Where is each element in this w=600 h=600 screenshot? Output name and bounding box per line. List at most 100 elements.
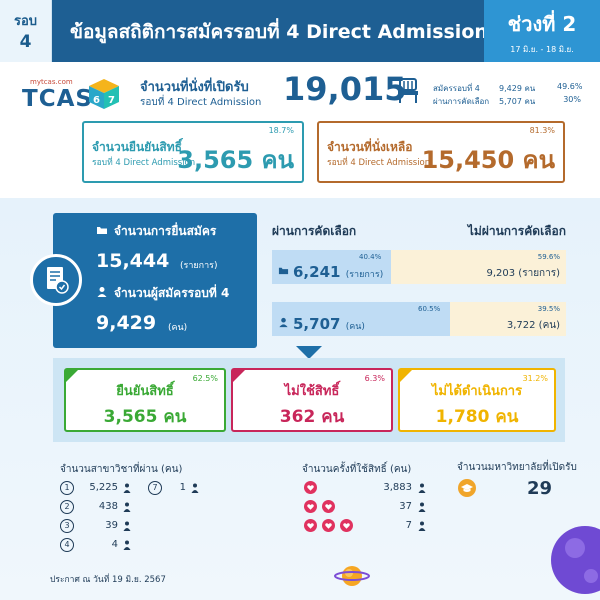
person-icon <box>418 483 426 493</box>
remaining-value: 15,450 คน <box>421 146 555 174</box>
applicants-label: จำนวนผู้สมัครรอบที่ 4 <box>114 286 230 300</box>
result-label: ไม่ได้ดำเนินการ <box>431 384 523 399</box>
universities-title: จำนวนมหาวิทยาลัยที่เปิดรับ <box>457 462 577 473</box>
folder-icon <box>278 267 289 275</box>
program-count-value: 1 <box>179 482 186 493</box>
program-count-value: 4 <box>111 539 118 550</box>
result-value: 3,565 คน <box>103 407 187 427</box>
remaining-card: 81.3% จำนวนที่นั่งเหลือ รอบที่ 4 Direct … <box>317 121 565 183</box>
planet-icon <box>334 566 370 586</box>
program-count-badge: 2 <box>60 500 74 514</box>
applications-box <box>53 213 257 348</box>
applications-result-bar: 40.4% 6,241 (รายการ) 59.6% 9,203 (รายการ… <box>272 250 566 284</box>
result-label: ยืนยันสิทธิ์ <box>116 384 174 399</box>
applications-value: 15,444 <box>96 250 170 272</box>
cube-icon: 6 7 <box>89 79 119 109</box>
announcement-date: ประกาศ ณ วันที่ 19 มิ.ย. 2567 <box>50 575 166 585</box>
remaining-percent: 81.3% <box>529 126 555 135</box>
seat-stat-value: 9,429 คน <box>499 84 536 93</box>
result-percent: 6.3% <box>364 374 385 383</box>
heart-icon <box>304 500 317 513</box>
confirmed-result-card: 62.5% ยืนยันสิทธิ์ 3,565 คน <box>64 368 226 432</box>
passed-segment <box>272 302 450 336</box>
check-icon <box>66 370 78 382</box>
cross-icon <box>233 370 245 382</box>
result-value: 362 คน <box>279 407 345 427</box>
title-bar: ข้อมูลสถิติการสมัครรอบที่ 4 Direct Admis… <box>52 0 488 62</box>
program-count-badge: 3 <box>60 519 74 533</box>
usage-count-value: 7 <box>405 520 412 531</box>
person-icon <box>123 483 131 493</box>
passed-segment <box>272 250 391 284</box>
person-icon <box>123 540 131 550</box>
passed-value: 5,707 <box>293 315 341 333</box>
graduation-cap-icon <box>458 479 476 497</box>
result-percent: 62.5% <box>192 374 218 383</box>
not-passed-value: 3,722 (คน) <box>506 320 560 331</box>
result-percent: 31.2% <box>522 374 548 383</box>
seat-stat-value: 5,707 คน <box>499 97 536 106</box>
heart-icon <box>322 519 335 532</box>
person-icon <box>418 521 426 531</box>
confirmed-sublabel: รอบที่ 4 Direct Admission <box>92 158 196 168</box>
logo-site-text: mytcas.com <box>30 78 73 86</box>
applications-label: จำนวนการยื่นสมัคร <box>114 224 217 238</box>
seats-label: จำนวนที่นั่งที่เปิดรับ <box>140 80 249 95</box>
not-passed-segment <box>391 250 566 284</box>
heart-icon <box>304 519 317 532</box>
planet-icon <box>551 526 600 594</box>
not-passed-percent: 59.6% <box>537 253 560 261</box>
round-label: รอบ <box>13 14 38 29</box>
not-passed-value: 9,203 (รายการ) <box>486 268 561 279</box>
tcas-logo: mytcas.com TCAS 6 7 <box>22 78 120 112</box>
page-title: ข้อมูลสถิติการสมัครรอบที่ 4 Direct Admis… <box>70 21 488 43</box>
program-count-badge: 4 <box>60 538 74 552</box>
seats-sublabel: รอบที่ 4 Direct Admission <box>140 97 262 108</box>
person-icon <box>279 317 288 328</box>
applicants-result-bar: 60.5% 5,707 (คน) 39.5% 3,722 (คน) <box>272 302 566 336</box>
remaining-label: จำนวนที่นั่งเหลือ <box>327 140 413 154</box>
seat-stat-label: ผ่านการคัดเลือก <box>433 97 490 106</box>
result-label: ไม่ใช้สิทธิ์ <box>284 384 340 399</box>
result-value: 1,780 คน <box>435 407 519 427</box>
not-passed-percent: 39.5% <box>537 305 560 313</box>
round-number: 4 <box>19 32 32 52</box>
usage-count-value: 37 <box>399 501 412 512</box>
seat-stat-percent: 30% <box>563 95 581 104</box>
program-count-value: 39 <box>105 520 118 531</box>
phase-badge: ช่วงที่ 2 17 มิ.ย. - 18 มิ.ย. <box>484 0 600 62</box>
applicants-unit: (คน) <box>168 323 188 333</box>
usage-title: จำนวนครั้งที่ใช้สิทธิ์ (คน) <box>302 464 412 475</box>
passed-unit: (รายการ) <box>345 270 384 280</box>
declined-result-card: 6.3% ไม่ใช้สิทธิ์ 362 คน <box>231 368 393 432</box>
clock-icon <box>400 370 412 382</box>
seat-stat-percent: 49.6% <box>557 82 583 91</box>
remaining-sublabel: รอบที่ 4 Direct Admission <box>327 158 431 168</box>
chair-icon <box>398 78 418 103</box>
passed-percent: 60.5% <box>418 305 441 313</box>
seats-value: 19,015 <box>283 70 407 108</box>
heart-icon <box>322 500 335 513</box>
confirmed-value: 3,565 คน <box>177 146 294 174</box>
passed-percent: 40.4% <box>359 253 382 261</box>
universities-value: 29 <box>527 478 553 499</box>
round-badge: รอบ 4 <box>0 0 52 62</box>
phase-label: ช่วงที่ 2 <box>507 12 577 36</box>
person-icon <box>123 502 131 512</box>
pending-result-card: 31.2% ไม่ได้ดำเนินการ 1,780 คน <box>398 368 556 432</box>
not-passed-segment <box>450 302 566 336</box>
cube-right-digit: 7 <box>108 95 115 106</box>
programs-title: จำนวนสาขาวิชาที่ผ่าน (คน) <box>60 464 183 475</box>
program-count-badge: 1 <box>60 481 74 495</box>
applicants-value: 9,429 <box>96 312 157 334</box>
person-icon <box>123 521 131 531</box>
heart-icon <box>304 481 317 494</box>
program-count-value: 5,225 <box>89 482 118 493</box>
confirmed-label: จำนวนยืนยันสิทธิ์ <box>92 140 182 154</box>
folder-icon <box>97 227 107 234</box>
phase-dates: 17 มิ.ย. - 18 มิ.ย. <box>510 45 574 54</box>
passed-column-header: ผ่านการคัดเลือก <box>272 224 357 238</box>
not-passed-column-header: ไม่ผ่านการคัดเลือก <box>467 224 566 238</box>
person-icon <box>97 287 107 297</box>
usage-count-value: 3,883 <box>383 482 412 493</box>
